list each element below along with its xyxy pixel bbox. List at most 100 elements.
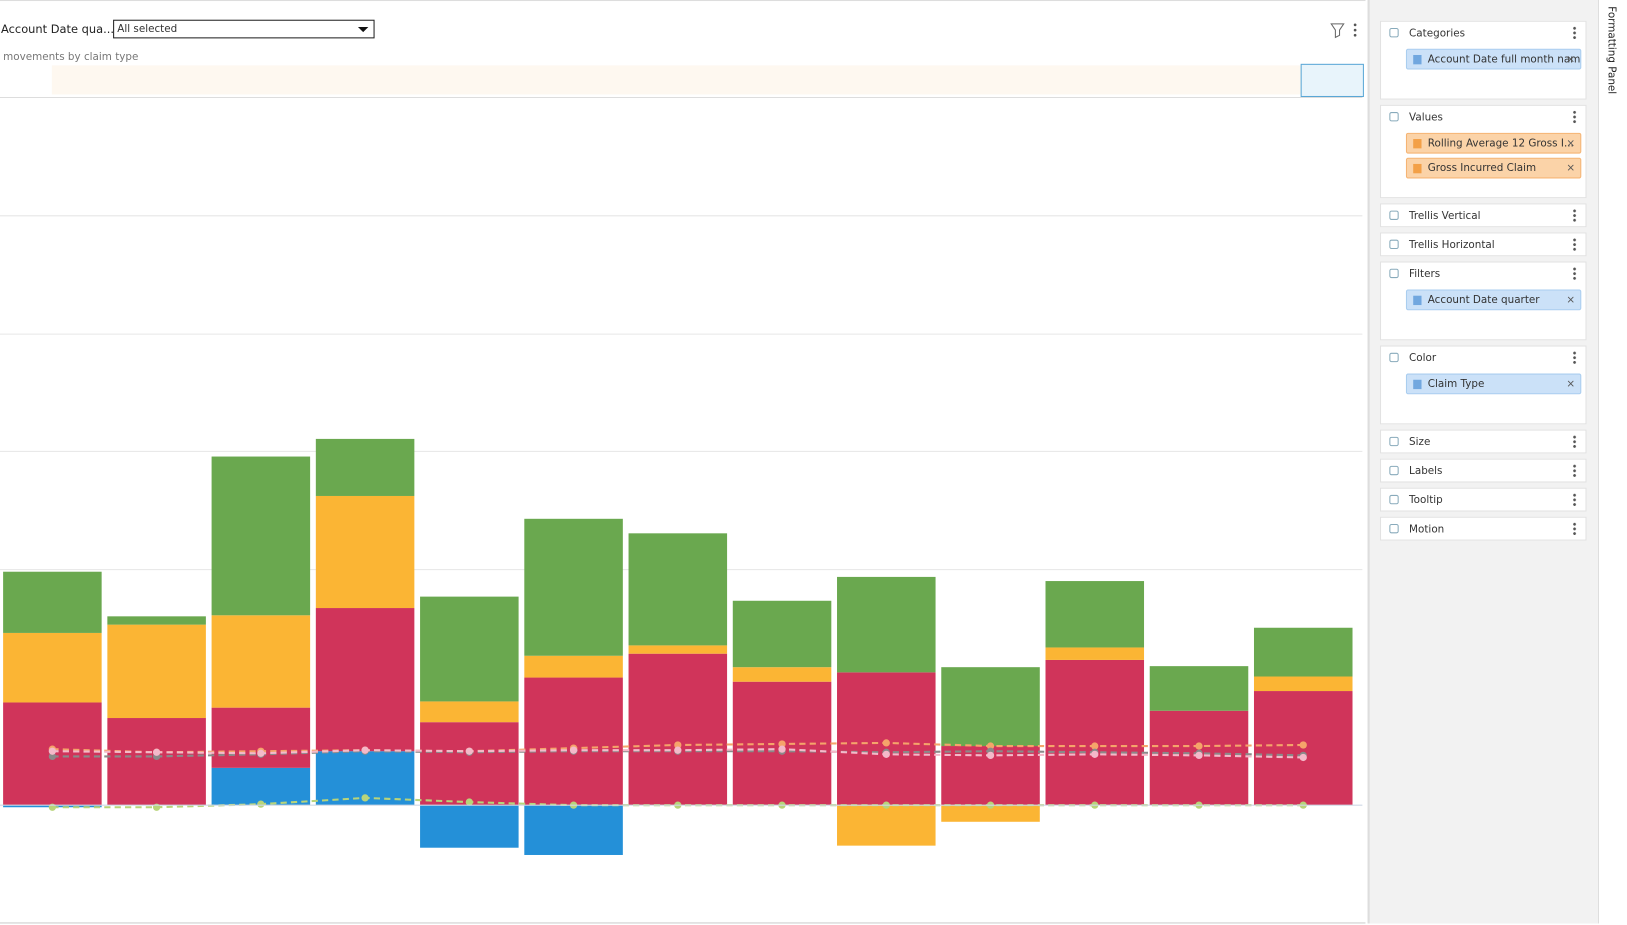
bar-segment <box>732 600 832 668</box>
field-chip[interactable]: Account Date quarter × <box>1405 289 1582 311</box>
zone-menu[interactable] <box>1573 350 1577 365</box>
bar-segment <box>211 767 311 806</box>
chip-text: Account Date quarter <box>1427 294 1540 307</box>
menu-dot[interactable] <box>1353 23 1357 27</box>
zone-menu[interactable] <box>1573 463 1577 478</box>
drop-zone[interactable]: Values Rolling Average 12 Gross I... × Gros… <box>1380 104 1587 199</box>
line-point <box>882 739 890 747</box>
remove-button[interactable]: × <box>1566 138 1576 150</box>
bar-segment <box>420 701 519 723</box>
bar-segment <box>628 533 728 646</box>
menu-dot[interactable] <box>1353 33 1357 37</box>
line-point <box>152 748 161 756</box>
drop-zone[interactable]: Size <box>1380 429 1587 454</box>
bar-segment <box>420 596 519 702</box>
zone-menu[interactable] <box>1573 521 1577 536</box>
drop-zone[interactable]: Trellis Vertical <box>1380 203 1587 228</box>
bar-segment <box>107 718 206 806</box>
zone-label: Trellis Vertical <box>1409 210 1481 223</box>
overview-strip <box>51 65 1302 95</box>
drop-zone[interactable]: Labels <box>1380 458 1587 483</box>
bar-segment <box>107 624 206 719</box>
zone-label: Motion <box>1409 523 1445 536</box>
formatting-panel-label: Formatting Panel <box>1605 6 1617 95</box>
line-point <box>48 752 57 761</box>
bar-segment <box>1045 659 1145 806</box>
zone-menu[interactable] <box>1573 109 1577 124</box>
line-point <box>778 745 786 753</box>
line-point <box>986 751 995 760</box>
zone-menu[interactable] <box>1573 266 1577 281</box>
bar-segment <box>211 707 311 768</box>
line-point <box>361 746 369 754</box>
zone-menu[interactable] <box>1573 434 1577 449</box>
line-point <box>778 740 786 748</box>
formatting-panel-tab[interactable]: Formatting Panel <box>1597 0 1627 924</box>
line-point <box>1299 753 1307 762</box>
line-point <box>48 747 57 755</box>
bar-segment <box>420 805 519 848</box>
line-point <box>465 798 473 806</box>
chip-text: Gross Incurred Claim <box>1427 162 1537 175</box>
bar-segment <box>941 805 1040 822</box>
filter-dropdown[interactable]: All selected <box>113 19 375 39</box>
line-point <box>882 750 890 758</box>
zone-icon <box>1389 436 1399 447</box>
chip-text: Claim Type <box>1427 378 1485 391</box>
zone-label: Trellis Horizontal <box>1409 239 1495 252</box>
drop-zone[interactable]: Motion <box>1380 516 1587 541</box>
line-point <box>1195 742 1203 750</box>
line-point <box>1299 741 1307 749</box>
bar-segment <box>1149 666 1249 711</box>
bar-segment <box>1045 647 1145 660</box>
remove-button[interactable]: × <box>1566 162 1576 175</box>
zone-menu[interactable] <box>1573 237 1577 252</box>
zone-menu[interactable] <box>1573 492 1577 507</box>
field-chip[interactable]: Account Date full month name × <box>1405 48 1582 70</box>
line-point <box>674 741 682 749</box>
bar-segment <box>628 653 728 806</box>
bar-segment <box>837 672 936 806</box>
zone-icon <box>1389 494 1399 505</box>
chip-text: Rolling Average 12 Gross I... <box>1427 138 1574 150</box>
zone-label: Tooltip <box>1409 494 1443 507</box>
zone-menu[interactable] <box>1573 25 1577 40</box>
chart-subtitle: movements by claim type <box>3 51 139 64</box>
bar-segment <box>941 667 1040 747</box>
drop-zone[interactable]: Trellis Horizontal <box>1380 232 1587 257</box>
zone-icon <box>1389 112 1399 122</box>
field-chip[interactable]: Claim Type × <box>1405 373 1582 395</box>
remove-button[interactable]: × <box>1566 378 1576 391</box>
bar-segment <box>524 655 623 678</box>
drop-zone[interactable]: Color Claim Type × <box>1380 345 1587 425</box>
bar-segment <box>628 645 728 654</box>
overview-window[interactable] <box>1300 63 1364 98</box>
zone-label: Size <box>1409 436 1431 449</box>
remove-button[interactable]: × <box>1566 294 1576 307</box>
bar-segment <box>315 438 415 496</box>
field-chip[interactable]: Gross Incurred Claim × <box>1405 157 1582 179</box>
drop-zone[interactable]: Filters Account Date quarter × <box>1380 261 1587 341</box>
bar-segment <box>732 667 832 682</box>
drop-zone[interactable]: Tooltip <box>1380 487 1587 512</box>
field-chip[interactable]: Rolling Average 12 Gross I... × <box>1405 132 1582 154</box>
drop-zone[interactable]: Categories Account Date full month name × <box>1380 20 1587 100</box>
bar-segment <box>211 615 311 708</box>
line-point <box>1091 742 1099 750</box>
zone-label: Filters <box>1409 268 1441 281</box>
remove-button[interactable]: × <box>1566 53 1576 66</box>
drop-zones-panel: Categories Account Date full month name × V… <box>1367 0 1598 924</box>
bar-segment <box>1045 581 1145 648</box>
line-point <box>361 794 369 802</box>
zone-menu[interactable] <box>1573 208 1577 223</box>
bar-segment <box>837 805 936 846</box>
filter-icon[interactable] <box>1330 23 1345 39</box>
zone-icon <box>1389 465 1399 476</box>
zone-label: Color <box>1409 352 1437 365</box>
bar-segment <box>315 608 415 752</box>
zone-icon <box>1389 352 1399 363</box>
chart <box>0 23 1364 855</box>
menu-dot[interactable] <box>1353 28 1357 32</box>
